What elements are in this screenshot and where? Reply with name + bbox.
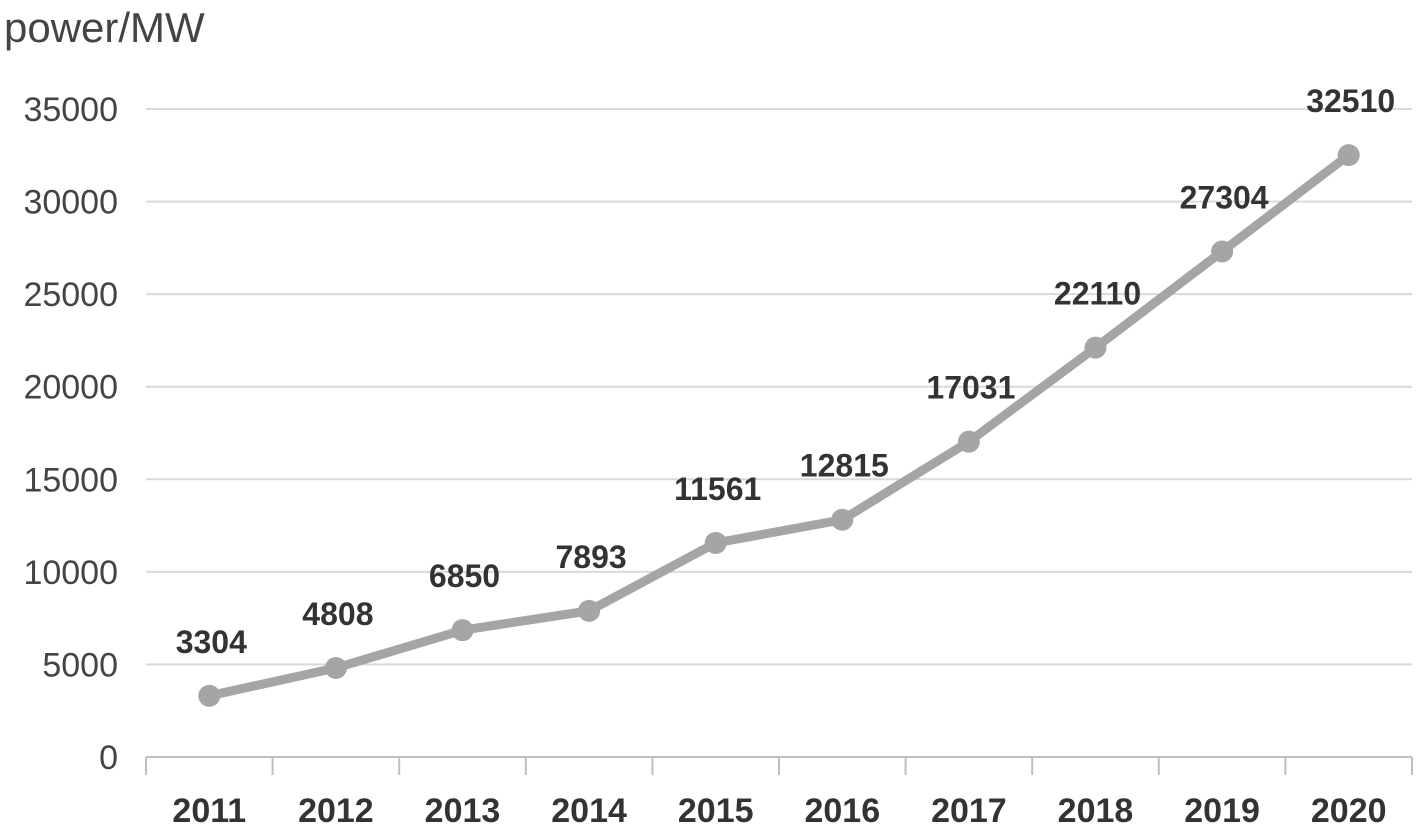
data-point: [324, 656, 347, 679]
data-label: 4808: [302, 596, 373, 632]
x-tick-label: 2020: [1311, 792, 1387, 829]
y-axis-label: power/MW: [4, 4, 205, 51]
x-tick-label: 2012: [298, 792, 374, 829]
data-point: [198, 684, 221, 707]
data-point: [578, 599, 601, 622]
x-tick-label: 2011: [172, 792, 246, 829]
x-tick-label: 2014: [551, 792, 627, 829]
data-point: [1084, 336, 1107, 359]
data-label: 3304: [176, 624, 247, 660]
data-series: [198, 144, 1360, 707]
x-tick-labels: 2011 2012 2013 2014 2015 2016 2017 2018 2019 2020: [172, 792, 1386, 829]
data-label: 7893: [556, 539, 627, 575]
data-label: 12815: [800, 448, 889, 484]
data-point: [1337, 144, 1360, 167]
x-tick-label: 2017: [931, 792, 1007, 829]
y-tick-label: 0: [99, 739, 118, 777]
x-tick-label: 2019: [1184, 792, 1260, 829]
y-tick-label: 5000: [42, 646, 118, 684]
x-tick-label: 2016: [804, 792, 880, 829]
y-tick-label: 30000: [23, 184, 118, 222]
gridlines: [146, 108, 1412, 666]
data-point: [831, 508, 854, 531]
y-tick-label: 10000: [23, 554, 118, 592]
data-label: 22110: [1054, 276, 1141, 312]
data-label: 17031: [926, 370, 1015, 406]
y-tick-label: 15000: [23, 461, 118, 499]
x-tick-label: 2018: [1058, 792, 1134, 829]
data-labels: 3304 4808 6850 7893 11561 12815 17031 22110 2730…: [176, 83, 1395, 660]
data-point: [957, 430, 980, 453]
series-line: [204, 150, 1354, 701]
data-label: 6850: [429, 558, 500, 594]
data-label: 27304: [1180, 179, 1269, 215]
x-axis: [145, 756, 1413, 775]
data-point: [451, 619, 474, 642]
data-point: [704, 531, 727, 554]
data-label: 11561: [674, 471, 761, 507]
data-label: 32510: [1306, 83, 1395, 119]
x-tick-label: 2015: [678, 792, 754, 829]
y-tick-label: 20000: [23, 369, 118, 407]
x-tick-label: 2013: [425, 792, 501, 829]
data-point: [1211, 240, 1234, 263]
y-tick-labels: 0 5000 10000 15000 20000 25000 30000 35000: [23, 91, 118, 777]
y-tick-label: 35000: [23, 91, 118, 129]
y-tick-label: 25000: [23, 276, 118, 314]
